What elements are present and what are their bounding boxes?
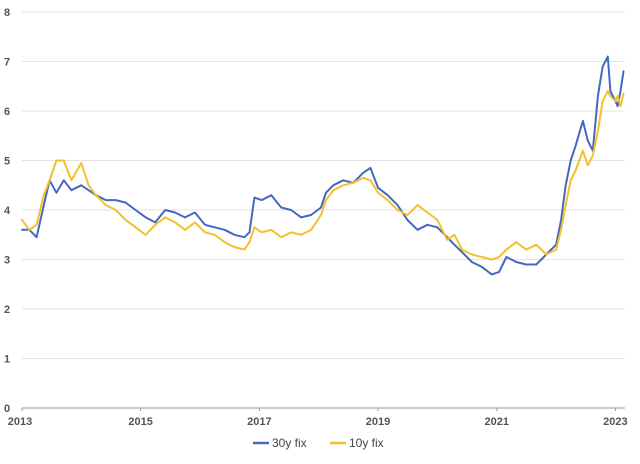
legend-label: 30y fix bbox=[272, 436, 307, 450]
y-tick-label: 0 bbox=[4, 403, 10, 415]
series-a bbox=[21, 55, 625, 276]
y-tick-label: 1 bbox=[4, 354, 10, 366]
x-tick-label: 2015 bbox=[128, 416, 152, 428]
legend-label: 10y fix bbox=[349, 436, 384, 450]
x-tick-label: 2013 bbox=[8, 416, 32, 428]
series-line bbox=[21, 55, 625, 276]
y-tick-label: 8 bbox=[4, 7, 10, 19]
series-b bbox=[21, 90, 625, 261]
x-tick-label: 2019 bbox=[366, 416, 390, 428]
series-line bbox=[21, 90, 625, 261]
series-lines bbox=[21, 55, 625, 276]
y-tick-label: 7 bbox=[4, 57, 10, 69]
y-tick-label: 5 bbox=[4, 156, 10, 168]
y-tick-label: 3 bbox=[4, 255, 10, 267]
x-tick-label: 2023 bbox=[603, 416, 627, 428]
y-tick-label: 4 bbox=[4, 205, 11, 217]
x-tick-label: 2017 bbox=[247, 416, 271, 428]
x-tick-label: 2021 bbox=[485, 416, 509, 428]
legend: 30y fix 10y fix bbox=[253, 436, 384, 450]
y-tick-label: 6 bbox=[4, 106, 10, 118]
y-tick-label: 2 bbox=[4, 304, 10, 316]
axes: 0 1 2 3 4 5 6 7 8 2013 2015 2017 2019 2021 2023 bbox=[4, 7, 628, 428]
